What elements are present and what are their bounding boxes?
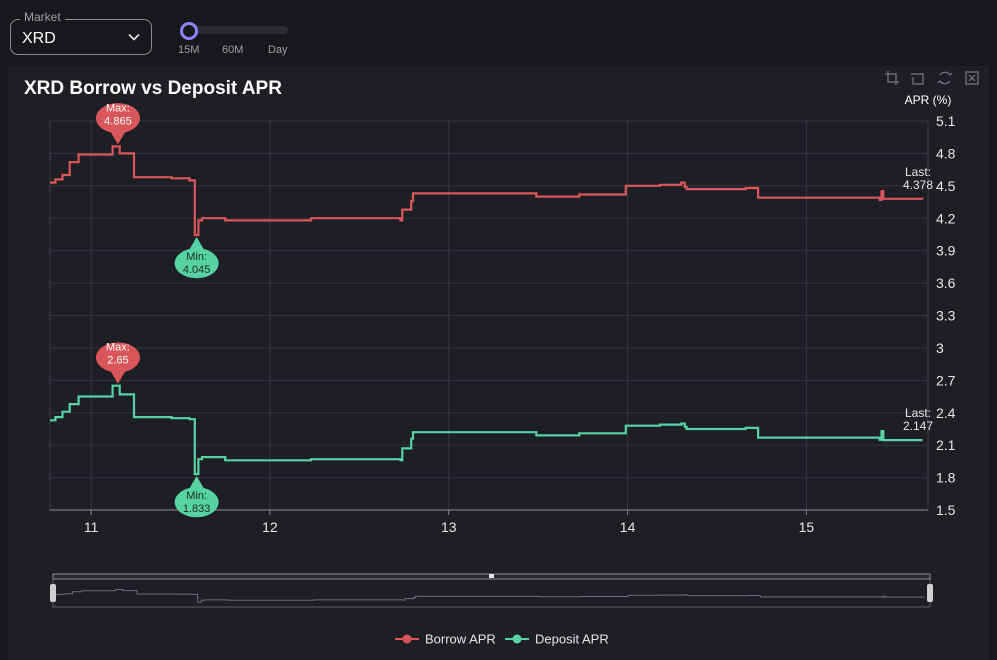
- market-label: Market: [20, 10, 65, 24]
- borrow-min-value: 4.045: [183, 264, 211, 276]
- y-tick-label: 3.3: [936, 308, 956, 324]
- zoom-grip-icon[interactable]: [489, 574, 494, 578]
- zoom-preview-line: [53, 589, 925, 603]
- chart-title: XRD Borrow vs Deposit APR: [24, 78, 282, 99]
- borrow-min-label: Min:: [186, 251, 207, 263]
- top-controls: [0, 0, 997, 62]
- borrow-max-label: Max:: [106, 102, 130, 114]
- deposit-last-value: 2.147: [903, 419, 933, 433]
- save-image-icon[interactable]: [964, 70, 980, 86]
- x-tick-label: 12: [262, 519, 278, 535]
- legend-item-deposit[interactable]: Deposit APR: [505, 632, 609, 647]
- y-axis-label: APR (%): [905, 93, 952, 107]
- market-select[interactable]: [10, 19, 152, 55]
- deposit-max-label: Max:: [106, 342, 130, 354]
- borrow-min-marker: Min:4.045: [174, 236, 219, 279]
- borrow-min-pin: [174, 236, 219, 279]
- zoom-handle-left[interactable]: [50, 584, 56, 602]
- x-tick-label: 14: [620, 519, 636, 535]
- y-tick-label: 1.8: [936, 470, 956, 486]
- zoom-icon[interactable]: [884, 70, 900, 86]
- borrow-legend-swatch-dot: [402, 634, 412, 644]
- borrow-max-pin: [95, 103, 140, 145]
- y-tick-label: 1.5: [936, 502, 956, 518]
- borrow-last-value: 4.378: [903, 178, 933, 192]
- legend-item-borrow[interactable]: Borrow APR: [395, 632, 496, 647]
- deposit-max-pin: [95, 342, 140, 384]
- interval-slider-thumb[interactable]: [180, 22, 198, 40]
- deposit-min-pin: [174, 476, 219, 518]
- market-selected-value[interactable]: XRD: [22, 30, 56, 47]
- zoom-handle-right[interactable]: [927, 584, 933, 602]
- y-tick-label: 4.5: [936, 178, 956, 194]
- chart-panel: [8, 66, 989, 660]
- y-tick-label: 3.6: [936, 275, 956, 291]
- interval-option-day[interactable]: Day: [268, 44, 288, 56]
- deposit-last-label: Last:: [905, 406, 931, 420]
- interval-slider-track[interactable]: [184, 26, 288, 34]
- y-tick-label: 2.1: [936, 437, 956, 453]
- x-tick-label: 11: [84, 519, 99, 535]
- interval-option-60m[interactable]: 60M: [222, 44, 244, 56]
- deposit-min-value: 1.833: [183, 503, 211, 515]
- y-tick-label: 2.7: [936, 372, 956, 388]
- interval-option-15m[interactable]: 15M: [178, 44, 200, 56]
- restore-icon[interactable]: [937, 70, 953, 86]
- borrow-last-label: Last:: [905, 165, 931, 179]
- deposit-min-label: Min:: [186, 490, 207, 502]
- deposit-legend-swatch-dot: [512, 634, 522, 644]
- y-tick-label: 4.2: [936, 210, 956, 226]
- zoom-slider-track[interactable]: [52, 578, 931, 608]
- borrow-legend-label: Borrow APR: [425, 632, 496, 647]
- deposit-max-marker: Max:2.65: [95, 342, 140, 384]
- y-tick-label: 5.1: [936, 113, 956, 129]
- x-tick-label: 15: [799, 519, 815, 535]
- borrow-max-marker: Max:4.865: [95, 102, 140, 145]
- y-tick-label: 3.9: [936, 243, 956, 259]
- deposit-min-marker: Min:1.833: [174, 476, 219, 518]
- deposit-max-value: 2.65: [107, 355, 128, 367]
- chevron-down-icon[interactable]: [127, 30, 141, 44]
- y-tick-label: 4.8: [936, 145, 956, 161]
- y-tick-label: 3: [936, 340, 944, 356]
- deposit-apr-line: [50, 384, 923, 476]
- deposit-legend-label: Deposit APR: [535, 632, 609, 647]
- borrow-max-value: 4.865: [104, 115, 132, 127]
- borrow-apr-line: [50, 145, 924, 237]
- zoom-reset-icon[interactable]: [910, 70, 926, 86]
- y-tick-label: 2.4: [936, 405, 956, 421]
- x-tick-label: 13: [441, 519, 457, 535]
